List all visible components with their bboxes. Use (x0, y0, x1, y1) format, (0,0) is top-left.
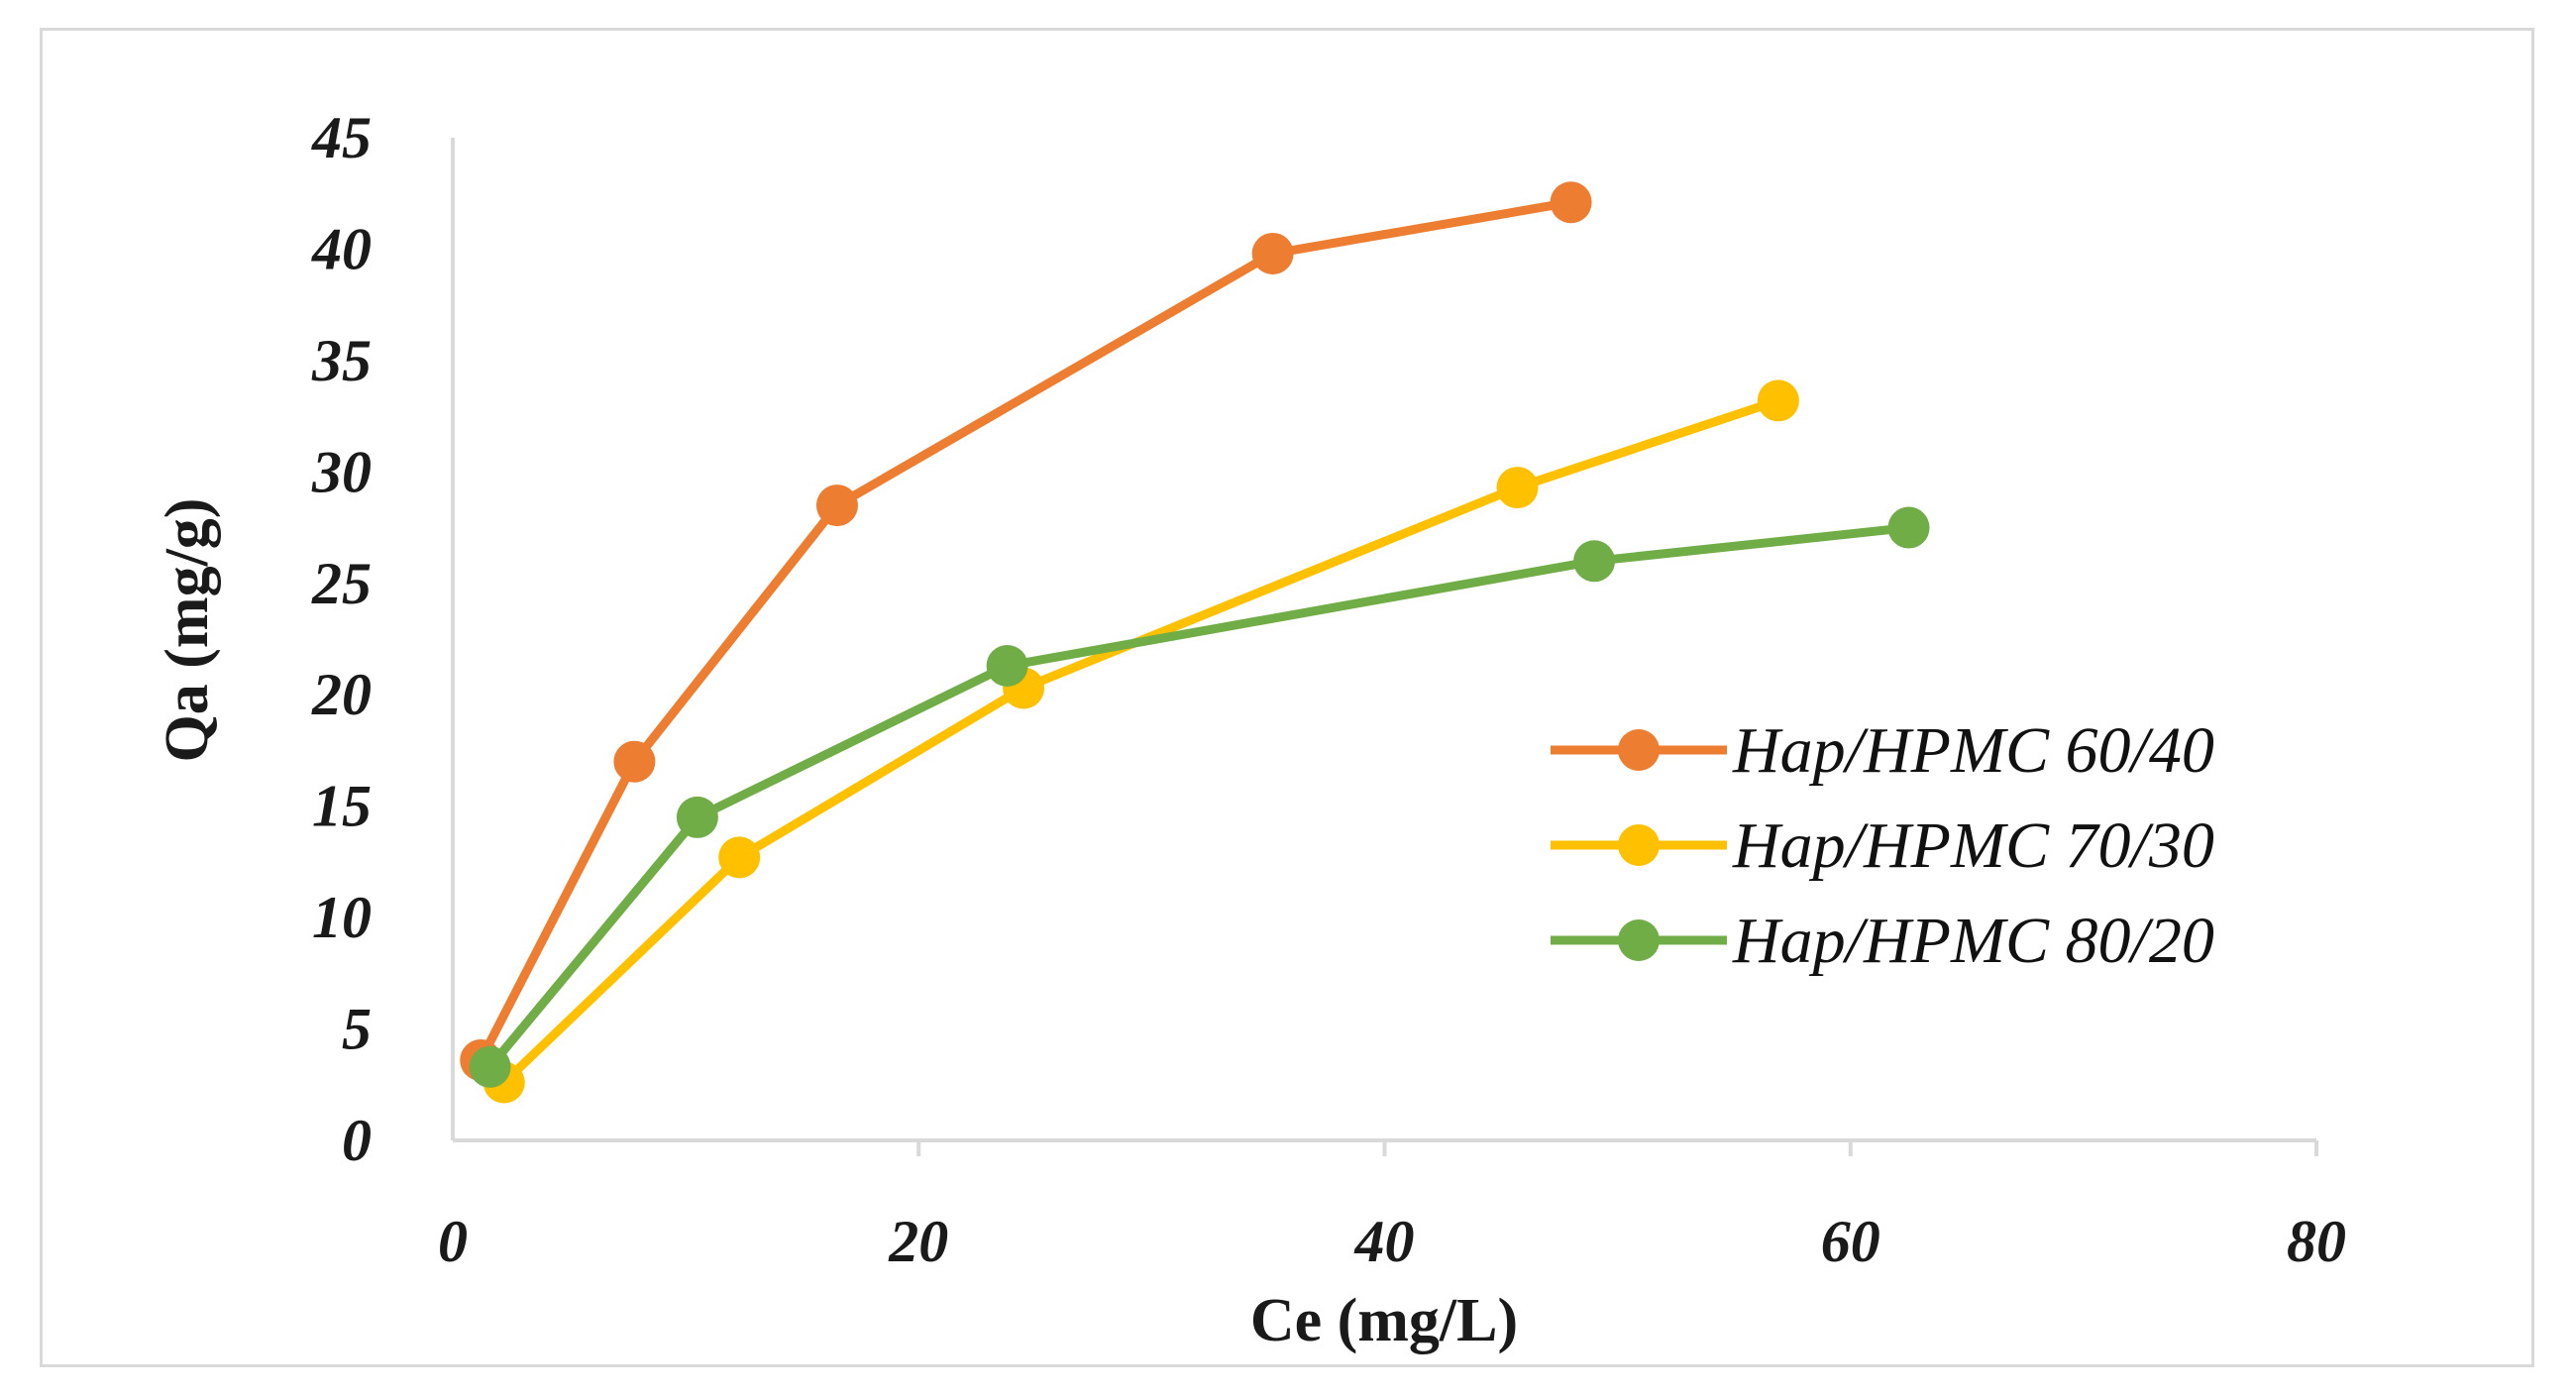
series-1-point (613, 740, 656, 783)
series-line-1 (476, 197, 1576, 1065)
x-ticks: 0 20 40 60 80 (438, 1140, 2346, 1274)
y-ticks: 0 5 10 15 20 25 30 35 40 45 (311, 105, 372, 1173)
y-tick-label: 0 (342, 1108, 372, 1173)
series-3-point (1887, 506, 1930, 549)
legend: Hap/HPMC 60/40 Hap/HPMC 70/30 Hap/HPMC 80/… (1551, 714, 2214, 977)
y-tick-label: 10 (312, 885, 372, 950)
y-tick-label: 45 (311, 105, 372, 170)
adsorption-isotherm-chart: 0 20 40 60 80 0 5 10 15 20 25 30 35 40 45 Ce (mg/L) Q… (154, 105, 2346, 1354)
x-axis-title: Ce (mg/L) (1250, 1287, 1518, 1354)
series-3-point (986, 644, 1028, 687)
legend-label-2: Hap/HPMC 70/30 (1732, 809, 2214, 882)
y-tick-label: 40 (311, 216, 372, 281)
legend-marker-2 (1618, 824, 1660, 866)
x-tick-label: 0 (438, 1209, 468, 1274)
y-axis-title: Qa (mg/g) (154, 498, 221, 763)
y-tick-label: 15 (312, 774, 372, 839)
x-tick-label: 40 (1354, 1209, 1415, 1274)
y-tick-label: 25 (311, 551, 372, 616)
series-line-2 (499, 395, 1783, 1088)
legend-marker-3 (1618, 919, 1660, 961)
y-tick-label: 5 (342, 997, 372, 1062)
series-2-point (718, 836, 761, 879)
legend-label-3: Hap/HPMC 80/20 (1732, 905, 2214, 977)
legend-label-1: Hap/HPMC 60/40 (1732, 714, 2214, 787)
series-3-point (469, 1045, 511, 1088)
x-tick-label: 60 (1821, 1209, 1880, 1274)
chart-frame: 0 20 40 60 80 0 5 10 15 20 25 30 35 40 45 Ce (mg/L) Q… (40, 28, 2534, 1367)
x-tick-label: 80 (2287, 1209, 2346, 1274)
series-2-point (1757, 379, 1799, 422)
y-tick-label: 30 (311, 439, 372, 504)
y-tick-label: 20 (311, 662, 372, 727)
series-layer (460, 181, 1930, 1104)
y-tick-label: 35 (311, 328, 372, 393)
series-3-point (1573, 540, 1616, 583)
series-1-point (815, 484, 858, 527)
series-1-point (1251, 232, 1294, 274)
legend-marker-1 (1618, 729, 1660, 771)
series-2-point (1496, 467, 1539, 509)
x-tick-label: 20 (888, 1209, 948, 1274)
series-3-point (676, 796, 718, 838)
series-1-point (1550, 181, 1592, 224)
